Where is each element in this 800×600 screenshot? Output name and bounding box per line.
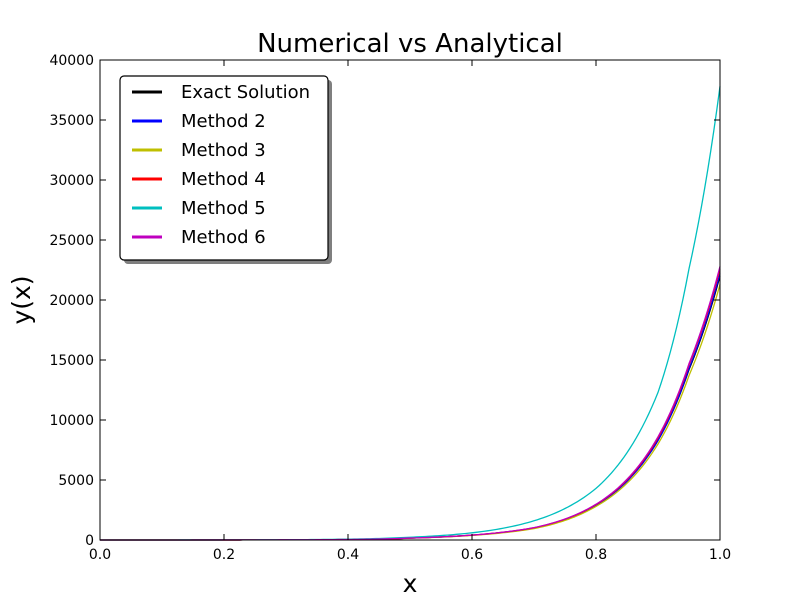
x-axis-label: x xyxy=(403,569,418,598)
ticks: 0.0 0.2 0.4 0.6 0.8 1.0 0 5000 10000 15000 20000 25… xyxy=(49,53,731,563)
y-tick-label: 5000 xyxy=(58,473,94,489)
x-tick-label: 1.0 xyxy=(709,547,731,563)
x-tick-label: 0.4 xyxy=(337,547,359,563)
series-line-3 xyxy=(100,284,721,541)
series-line-6 xyxy=(100,266,721,541)
y-tick-label: 25000 xyxy=(49,233,94,249)
series-line-4 xyxy=(100,268,721,541)
x-tick-label: 0.0 xyxy=(89,547,111,563)
legend-label: Method 4 xyxy=(181,169,266,190)
x-tick-label: 0.6 xyxy=(461,547,483,563)
y-tick-label: 35000 xyxy=(49,113,94,129)
x-tick-label: 0.8 xyxy=(585,547,607,563)
y-tick-label: 40000 xyxy=(49,53,94,69)
y-tick-label: 0 xyxy=(85,533,94,549)
legend-label: Method 3 xyxy=(181,140,266,161)
x-tick-label: 0.2 xyxy=(213,547,235,563)
series-line-1 xyxy=(100,275,721,541)
series-line-2 xyxy=(100,273,721,541)
y-tick-label: 15000 xyxy=(49,353,94,369)
y-tick-label: 10000 xyxy=(49,413,94,429)
legend-box xyxy=(119,75,329,261)
chart-title: Numerical vs Analytical xyxy=(257,29,563,59)
legend-label: Method 5 xyxy=(181,198,266,219)
legend-label: Method 2 xyxy=(181,111,266,132)
legend: Exact Solution Method 2 Method 3 Method 4 Me… xyxy=(119,75,332,264)
y-tick-label: 30000 xyxy=(49,173,94,189)
y-axis-label: y(x) xyxy=(7,275,36,324)
y-tick-label: 20000 xyxy=(49,293,94,309)
legend-label: Method 6 xyxy=(181,227,266,248)
legend-label: Exact Solution xyxy=(181,82,310,103)
